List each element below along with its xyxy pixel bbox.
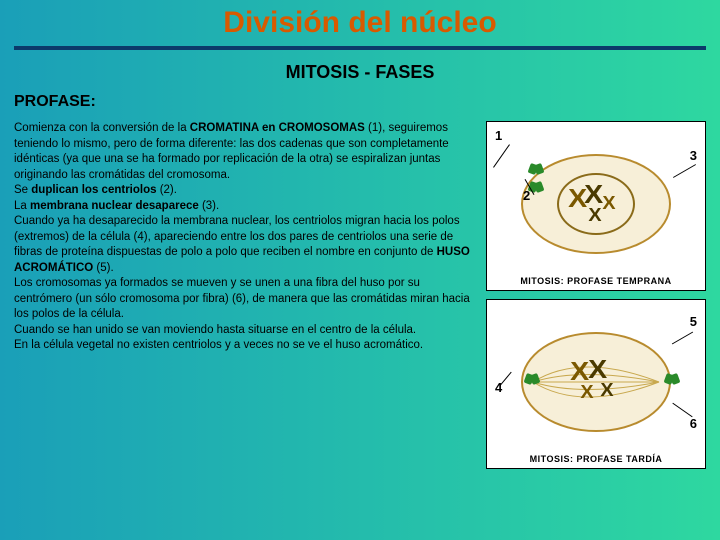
caption-top: MITOSIS: PROFASE TEMPRANA xyxy=(487,276,705,286)
label-2: 2 xyxy=(523,188,530,203)
slide: División del núcleo MITOSIS - FASES PROF… xyxy=(0,0,720,540)
phase-heading: PROFASE: xyxy=(14,93,706,111)
figure-top: X X X X 1 2 3 M xyxy=(486,121,706,291)
content-row: Comienza con la conversión de la CROMATI… xyxy=(14,121,706,469)
figure-column: X X X X 1 2 3 M xyxy=(486,121,706,469)
slide-title: División del núcleo xyxy=(14,6,706,40)
caption-bottom: MITOSIS: PROFASE TARDÍA xyxy=(487,454,705,464)
subtitle: MITOSIS - FASES xyxy=(14,62,706,83)
title-rule xyxy=(14,46,706,50)
body-text: Comienza con la conversión de la CROMATI… xyxy=(14,121,476,469)
label-1: 1 xyxy=(495,128,502,143)
label-5: 5 xyxy=(690,314,697,329)
label-6: 6 xyxy=(690,416,697,431)
cell-outline-2: X X X X xyxy=(521,332,671,432)
cell-outline: X X X X xyxy=(521,154,671,254)
nucleus-outline: X X X X xyxy=(557,173,635,235)
figure-bottom: X X X X 4 5 6 MITOSIS: PROFASE T xyxy=(486,299,706,469)
label-3: 3 xyxy=(690,148,697,163)
